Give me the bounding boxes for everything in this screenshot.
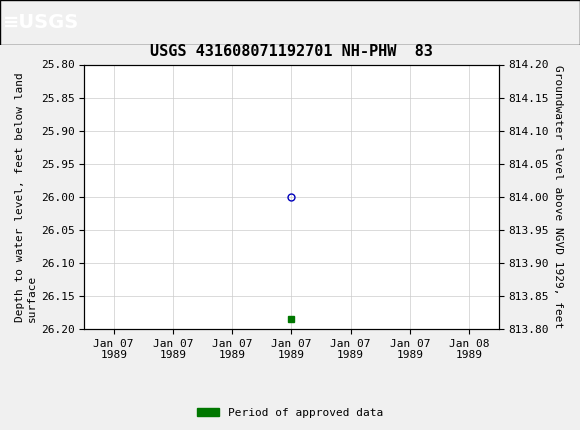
Title: USGS 431608071192701 NH-PHW  83: USGS 431608071192701 NH-PHW 83: [150, 44, 433, 59]
Y-axis label: Depth to water level, feet below land
surface: Depth to water level, feet below land su…: [15, 72, 37, 322]
Text: ≡USGS: ≡USGS: [3, 13, 79, 32]
Y-axis label: Groundwater level above NGVD 1929, feet: Groundwater level above NGVD 1929, feet: [553, 65, 563, 329]
Legend: Period of approved data: Period of approved data: [193, 403, 387, 422]
